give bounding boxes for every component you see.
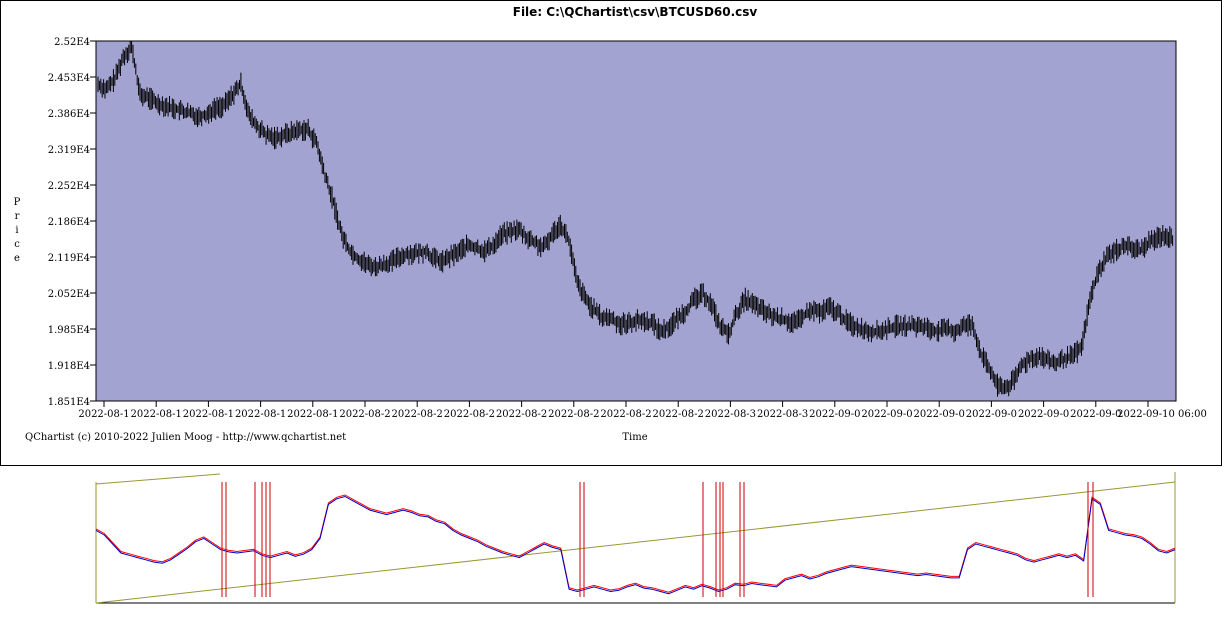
y-axis-label-letter: P xyxy=(14,197,21,208)
x-axis: 2022-08-1 2022-08-1 2022-08-1 2022-08-1 2022… xyxy=(78,401,1207,420)
x-tick-label: 2022-08-1 xyxy=(287,409,338,420)
y-tick-label: 2.052E4 xyxy=(48,289,90,300)
x-tick-label: 2022-09-0 xyxy=(966,409,1017,420)
indicator-spike xyxy=(739,482,745,597)
indicator-line xyxy=(95,494,1176,593)
x-tick-label: 2022-08-2 xyxy=(548,409,599,420)
indicator-spike xyxy=(719,482,724,597)
x-tick-label: 2022-09-0 xyxy=(914,409,965,420)
x-tick-label: 2022-08-3 xyxy=(757,409,808,420)
indicator-spike xyxy=(579,482,585,597)
x-tick-label: 2022-09-0 xyxy=(1070,409,1121,420)
x-tick-label: 2022-08-1 xyxy=(235,409,286,420)
y-tick-label: 1.918E4 xyxy=(48,361,90,372)
price-line xyxy=(97,41,1174,397)
x-tick-label: 2022-08-2 xyxy=(444,409,495,420)
price-chart: File: C:\QChartist\csv\BTCUSD60.csv 2.52… xyxy=(14,5,1207,443)
y-tick-label: 2.52E4 xyxy=(54,37,90,48)
y-tick-label: 1.851E4 xyxy=(48,397,90,408)
indicator-trend-line xyxy=(95,481,1176,604)
x-tick-label: 2022-09-0 xyxy=(861,409,912,420)
indicator-spike xyxy=(221,482,227,597)
y-axis-label-letter: r xyxy=(15,211,20,222)
x-tick-label: 2022-08-2 xyxy=(600,409,651,420)
indicator-chart xyxy=(95,472,1176,604)
indicator-spike xyxy=(702,482,717,597)
indicator-spike xyxy=(1087,482,1094,597)
indicator-spike xyxy=(254,482,263,597)
x-tick-label: 2022-08-1 xyxy=(78,409,129,420)
x-tick-label: 2022-08-2 xyxy=(653,409,704,420)
indicator-line xyxy=(95,495,1176,595)
y-tick-label: 2.119E4 xyxy=(48,253,90,264)
x-tick-label: 2022-09-0 xyxy=(809,409,860,420)
y-axis-label-letter: e xyxy=(14,253,20,264)
y-tick-label: 2.453E4 xyxy=(48,73,90,84)
x-tick-label: 2022-08-2 xyxy=(496,409,547,420)
y-axis: 2.52E4 2.453E4 2.386E4 2.319E4 2.252E4 2.186E… xyxy=(48,37,96,408)
y-tick-label: 1.985E4 xyxy=(48,325,90,336)
y-tick-label: 2.319E4 xyxy=(48,145,90,156)
x-tick-label: 2022-09-10 06:00 xyxy=(1117,409,1207,420)
y-tick-label: 2.252E4 xyxy=(48,181,90,192)
x-tick-label: 2022-08-1 xyxy=(183,409,234,420)
x-tick-label: 2022-08-1 xyxy=(131,409,182,420)
x-tick-label: 2022-08-2 xyxy=(339,409,390,420)
indicator-trend-line xyxy=(95,473,221,485)
credit-text: QChartist (c) 2010-2022 Julien Moog - ht… xyxy=(25,432,346,443)
chart-title: File: C:\QChartist\csv\BTCUSD60.csv xyxy=(513,5,758,19)
plot-area xyxy=(95,40,1177,402)
x-tick-label: 2022-08-3 xyxy=(705,409,756,420)
x-tick-label: 2022-09-0 xyxy=(1018,409,1069,420)
price-series xyxy=(97,41,1174,397)
y-tick-label: 2.386E4 xyxy=(48,109,90,120)
y-axis-label-letter: i xyxy=(15,225,18,236)
x-axis-label: Time xyxy=(622,432,647,443)
x-tick-label: 2022-08-2 xyxy=(392,409,443,420)
indicator-spike xyxy=(265,482,271,597)
y-axis-label-letter: c xyxy=(14,239,20,250)
y-tick-label: 2.186E4 xyxy=(48,217,90,228)
